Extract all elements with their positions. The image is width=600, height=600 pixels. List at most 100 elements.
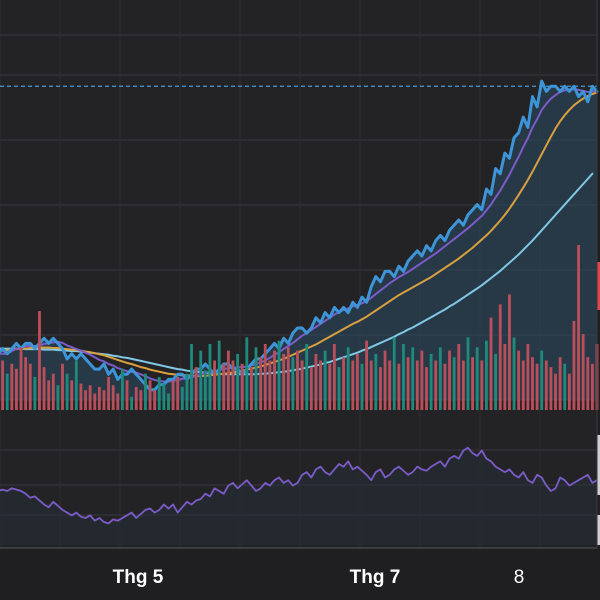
volume-bar	[590, 363, 594, 410]
volume-bar	[434, 360, 438, 410]
oscillator-pane[interactable]	[0, 446, 598, 545]
volume-bar	[148, 380, 152, 410]
volume-bar	[443, 363, 447, 410]
x-tick-label-thg7: Thg 7	[350, 567, 401, 588]
volume-bar	[10, 363, 14, 410]
volume-bar	[171, 380, 175, 410]
volume-bar	[245, 337, 249, 410]
volume-bar	[420, 350, 424, 410]
price-axis-marker-light-2	[597, 515, 600, 545]
volume-bar	[162, 383, 166, 410]
volume-bar	[28, 363, 32, 410]
volume-bar	[5, 373, 9, 410]
volume-bar	[475, 347, 479, 410]
price-axis-marker-red	[597, 262, 600, 310]
volume-bar	[185, 373, 189, 410]
price-area-fill	[0, 81, 597, 400]
volume-bar	[521, 360, 525, 410]
volume-bar	[139, 390, 143, 410]
volume-bar	[485, 340, 488, 410]
volume-bar	[240, 363, 244, 410]
volume-bar	[471, 357, 474, 410]
volume-bar	[365, 340, 369, 410]
volume-bar	[167, 393, 170, 410]
volume-bar	[360, 363, 364, 410]
volume-bar	[526, 344, 530, 410]
volume-bar	[309, 367, 313, 410]
volume-bar	[406, 357, 410, 410]
volume-bar	[512, 337, 516, 410]
volume-bar	[369, 360, 373, 410]
volume-bar	[425, 367, 428, 410]
volume-bar	[305, 344, 309, 410]
volume-bar	[549, 367, 553, 410]
volume-bar	[130, 396, 134, 410]
volume-bar	[213, 360, 216, 410]
volume-bar	[1, 360, 5, 410]
volume-bar	[250, 367, 253, 410]
volume-bar	[300, 360, 304, 410]
volume-bar	[577, 245, 580, 410]
volume-bar	[586, 357, 590, 410]
volume-bar	[65, 373, 69, 410]
volume-bar	[448, 350, 451, 410]
volume-bar	[176, 377, 180, 410]
volume-bar	[236, 353, 240, 410]
volume-bar	[498, 304, 502, 410]
volume-bar	[489, 317, 493, 410]
volume-pane[interactable]	[0, 245, 599, 410]
volume-bar	[567, 373, 571, 410]
volume-bar	[61, 363, 64, 410]
volume-bar	[120, 368, 124, 410]
volume-bar	[111, 385, 115, 410]
volume-bar	[84, 390, 87, 410]
volume-bar	[346, 347, 350, 410]
volume-bar	[51, 373, 55, 410]
volume-bar	[88, 385, 92, 410]
volume-bar	[231, 360, 235, 410]
volume-bar	[217, 340, 221, 410]
volume-bar	[438, 347, 442, 410]
volume-bar	[531, 357, 534, 410]
volume-bar	[392, 337, 396, 410]
volume-bar	[125, 380, 129, 410]
volume-bar	[544, 360, 548, 410]
volume-bar	[323, 350, 327, 410]
volume-bar	[222, 363, 226, 410]
volume-bar	[581, 334, 585, 410]
volume-bar	[411, 347, 415, 410]
volume-bar	[351, 360, 355, 410]
volume-bar	[319, 360, 322, 410]
volume-bar	[554, 373, 557, 410]
volume-bar	[503, 344, 507, 410]
volume-bar	[452, 357, 456, 410]
volume-bar	[19, 347, 23, 410]
volume-bar	[342, 357, 345, 410]
volume-bar	[56, 385, 60, 410]
volume-bar	[540, 350, 544, 410]
volume-bar	[379, 367, 382, 410]
volume-bar	[15, 368, 18, 410]
volume-bar	[397, 363, 401, 410]
volume-bar	[157, 377, 161, 410]
volume-bar	[208, 344, 212, 410]
volume-bar	[563, 363, 567, 410]
volume-bar	[337, 367, 341, 410]
volume-bar	[194, 367, 198, 410]
volume-bar	[47, 380, 51, 410]
volume-bar	[273, 350, 276, 410]
volume-bar	[134, 386, 138, 410]
price-line	[0, 79, 599, 392]
volume-bar	[517, 350, 521, 410]
volume-bar	[268, 360, 272, 410]
volume-bar	[282, 353, 286, 410]
volume-bar	[226, 350, 230, 410]
volume-bar	[558, 357, 562, 410]
volume-bar	[102, 390, 106, 410]
volume-bar	[24, 357, 28, 410]
volume-bar	[402, 344, 405, 410]
volume-bar	[144, 373, 147, 410]
volume-bar	[42, 367, 46, 410]
